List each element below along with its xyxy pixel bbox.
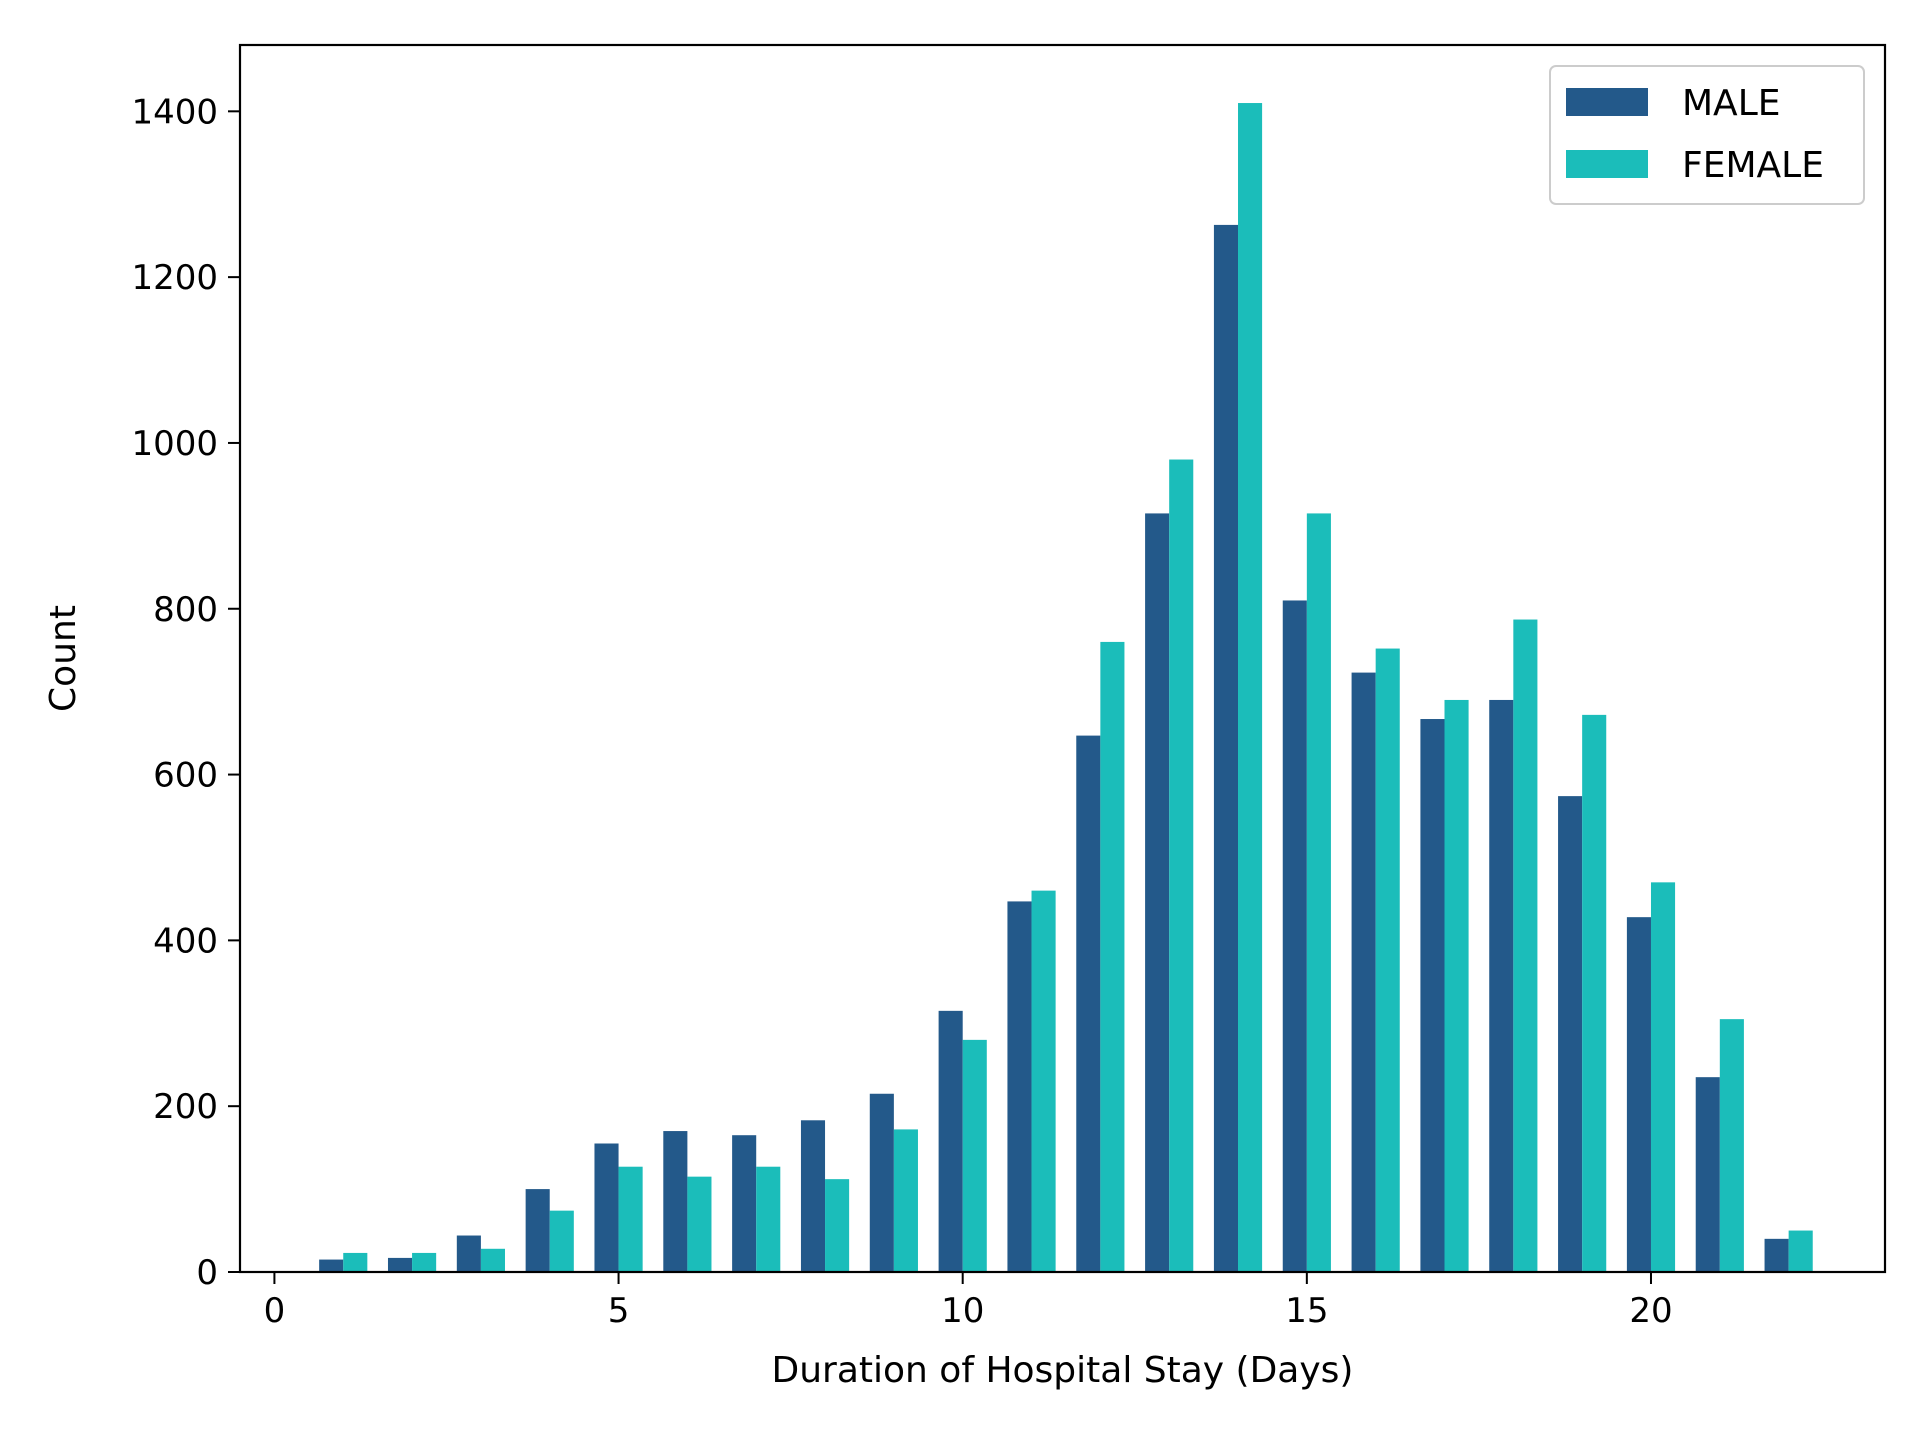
legend-label-male: MALE [1682,83,1781,124]
legend: MALE FEMALE [1549,65,1865,205]
x-axis-label: Duration of Hospital Stay (Days) [772,1350,1354,1391]
x-tick-label: 10 [941,1291,984,1331]
bar-male-14 [1213,224,1239,1272]
bar-female-16 [1375,648,1400,1272]
x-tick-label: 0 [264,1291,286,1331]
bar-female-10 [962,1039,987,1272]
bar-male-6 [663,1131,688,1272]
legend-swatch-female [1566,150,1648,178]
bar-female-7 [756,1166,781,1272]
bar-female-8 [825,1179,850,1272]
bar-male-15 [1282,600,1307,1272]
bar-male-3 [456,1235,481,1272]
bar-male-5 [594,1143,619,1272]
bar-male-17 [1420,719,1445,1272]
x-tick-label: 15 [1285,1291,1328,1331]
bar-female-11 [1031,890,1056,1272]
y-tick-label: 1400 [131,92,218,132]
bar-male-20 [1626,917,1651,1272]
bar-male-7 [732,1135,757,1272]
x-tick-label: 20 [1629,1291,1672,1331]
bar-male-1 [319,1259,344,1272]
y-axis: 0 200 400 600 800 1000 1200 1400 [131,92,240,1293]
bar-male-2 [387,1257,413,1272]
bar-female-15 [1306,513,1331,1272]
bar-male-19 [1558,796,1583,1272]
bar-female-1 [343,1252,368,1272]
y-axis-label: Count [43,605,84,712]
bar-female-17 [1444,699,1469,1272]
legend-label-female: FEMALE [1682,145,1824,186]
y-tick-label: 1000 [131,424,218,464]
bar-male-8 [800,1120,826,1272]
bar-female-4 [549,1210,574,1272]
bar-male-12 [1076,735,1101,1272]
bar-female-18 [1513,619,1538,1272]
bar-female-19 [1582,714,1607,1272]
bar-male-22 [1764,1238,1789,1272]
plot-frame [238,43,1887,1274]
bar-male-4 [525,1189,550,1272]
bar-female-22 [1788,1230,1813,1272]
bar-male-18 [1489,699,1514,1272]
y-tick-label: 1200 [131,258,218,298]
bar-male-10 [938,1010,963,1272]
y-tick-label: 800 [153,590,218,630]
bar-male-11 [1007,901,1032,1272]
y-tick-label: 200 [153,1087,218,1127]
bar-male-13 [1145,513,1170,1272]
bar-female-20 [1650,882,1676,1272]
legend-swatch-male [1566,88,1648,116]
bar-female-2 [412,1252,437,1272]
bar-female-21 [1719,1019,1744,1272]
y-tick-label: 0 [196,1253,218,1293]
bar-male-16 [1351,672,1376,1272]
bar-male-9 [869,1093,894,1272]
y-tick-label: 400 [153,921,218,961]
bar-female-12 [1100,641,1125,1272]
bar-male-21 [1695,1077,1720,1272]
x-axis: 0 5 10 15 20 [264,1272,1673,1331]
x-tick-label: 5 [608,1291,630,1331]
bar-female-5 [618,1166,643,1272]
bar-female-6 [687,1176,712,1272]
bar-female-13 [1169,459,1194,1272]
bar-female-14 [1238,103,1263,1272]
bar-female-3 [480,1248,505,1272]
y-tick-label: 600 [153,756,218,796]
bar-female-9 [893,1129,918,1272]
bars-layer [319,103,1813,1272]
